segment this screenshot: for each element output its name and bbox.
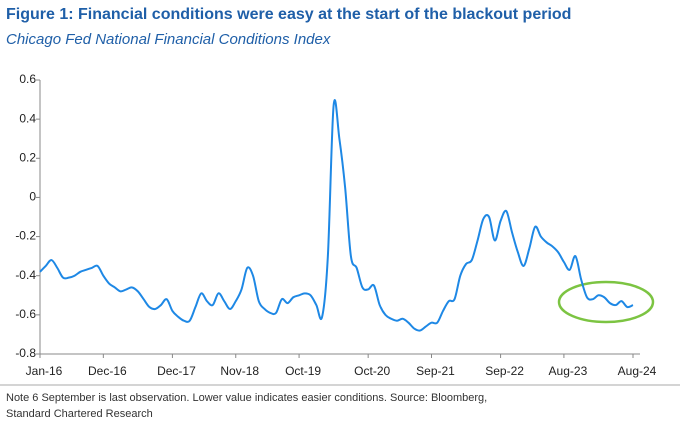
x-tick-label: Oct-20: [354, 364, 390, 378]
y-tick-label: -0.6: [15, 307, 36, 321]
x-tick-label: Oct-19: [285, 364, 321, 378]
x-tick-label: Sep-21: [416, 364, 455, 378]
note: Standard Chartered Research: [6, 408, 153, 420]
y-tick-label: -0.8: [15, 346, 36, 360]
x-tick-label: Nov-18: [220, 364, 259, 378]
y-tick-label: -0.4: [15, 268, 36, 282]
x-tick-label: Aug-24: [618, 364, 657, 378]
highlight-ellipse: [557, 280, 655, 324]
x-tick-label: Dec-16: [88, 364, 127, 378]
y-tick-label: 0.2: [19, 150, 36, 164]
x-tick-label: Sep-22: [485, 364, 524, 378]
chart-subtitle: Chicago Fed National Financial Condition…: [6, 31, 331, 48]
y-tick-label: 0.4: [19, 111, 36, 125]
chart-title: Figure 1: Financial conditions were easy…: [6, 6, 571, 23]
data-line: [39, 99, 634, 332]
x-tick-label: Dec-17: [157, 364, 196, 378]
x-tick-label: Aug-23: [549, 364, 588, 378]
x-tick-label: Jan-16: [26, 364, 63, 378]
y-tick-label: 0.6: [19, 72, 36, 86]
y-tick-label: -0.2: [15, 229, 36, 243]
y-tick-label: 0: [29, 190, 36, 204]
note: Note 6 September is last observation. Lo…: [6, 392, 487, 404]
